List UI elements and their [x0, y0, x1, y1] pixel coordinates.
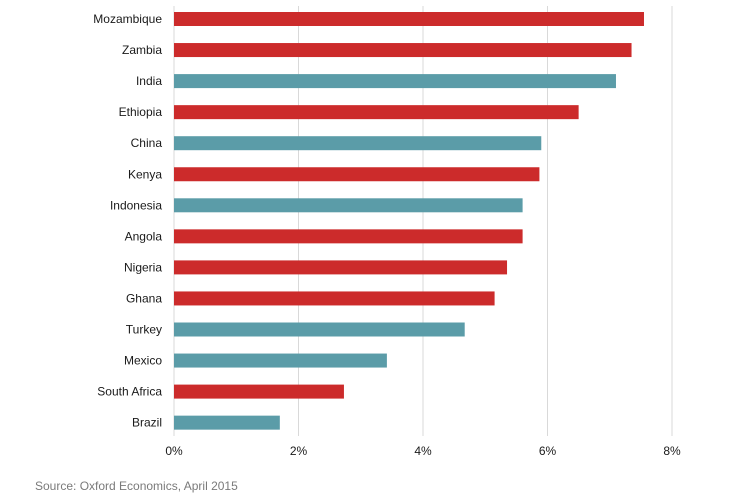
category-label: Ghana — [126, 291, 162, 305]
category-label: Zambia — [122, 43, 162, 57]
x-tick-label: 4% — [414, 444, 432, 458]
category-label: Turkey — [126, 323, 162, 337]
category-labels: Mozambique Zambia India Ethiopia China Kenya I… — [93, 12, 162, 430]
bar — [174, 384, 344, 399]
bar — [174, 136, 542, 151]
bar — [174, 415, 280, 430]
source-note: Source: Oxford Economics, April 2015 — [35, 479, 238, 493]
category-label: Mozambique — [93, 12, 162, 26]
bar — [174, 105, 579, 120]
category-label: Angola — [125, 229, 163, 243]
x-axis-tick-labels: 0% 2% 4% 6% 8% — [165, 444, 681, 458]
category-label: Mexico — [124, 354, 162, 368]
bar — [174, 167, 540, 182]
x-tick-label: 2% — [290, 444, 308, 458]
grid-lines — [173, 6, 673, 436]
category-label: South Africa — [97, 385, 162, 399]
bar — [174, 12, 644, 26]
bar — [174, 322, 465, 337]
bar — [174, 198, 523, 213]
x-tick-label: 8% — [663, 444, 681, 458]
bar — [174, 229, 523, 244]
category-label: India — [136, 74, 162, 88]
category-label: China — [131, 136, 163, 150]
category-label: Kenya — [128, 167, 162, 181]
bar — [174, 291, 495, 306]
x-tick-label: 0% — [165, 444, 183, 458]
bar — [174, 74, 616, 89]
bars — [174, 12, 644, 430]
bar — [174, 43, 632, 58]
category-label: Nigeria — [124, 260, 162, 274]
bar — [174, 260, 508, 275]
category-label: Brazil — [132, 416, 162, 430]
x-tick-label: 6% — [539, 444, 557, 458]
bar — [174, 353, 387, 368]
category-label: Indonesia — [110, 198, 162, 212]
category-label: Ethiopia — [119, 105, 163, 119]
